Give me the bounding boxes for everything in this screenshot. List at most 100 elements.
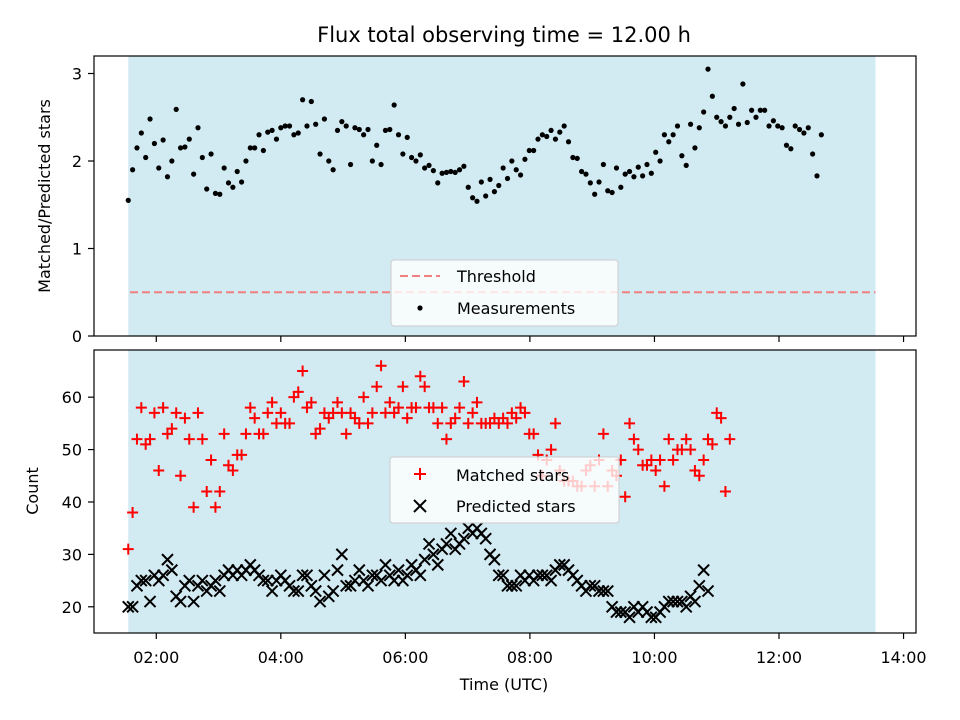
matched-star-marker	[284, 417, 296, 429]
predicted-star-marker	[213, 584, 226, 598]
predicted-star-marker	[296, 569, 309, 582]
predicted-star-marker	[431, 558, 444, 572]
matched-legend-swatch	[414, 468, 426, 480]
measurement-point	[517, 172, 524, 178]
matched-star-marker	[201, 486, 213, 497]
predicted-star-marker	[645, 611, 658, 624]
predicted-star-marker	[196, 574, 209, 587]
measurement-point	[173, 106, 179, 112]
measurement-point	[422, 165, 428, 171]
predicted-star-marker	[326, 584, 340, 598]
measurement-point	[417, 152, 423, 158]
predicted-star-marker	[614, 605, 628, 619]
measurement-point	[382, 127, 389, 133]
predicted-star-marker	[300, 569, 314, 582]
measurement-point	[365, 126, 371, 133]
matched-star-marker	[205, 454, 217, 466]
matched-star-marker	[375, 360, 387, 372]
measurement-point	[718, 119, 724, 125]
measurement-point	[805, 125, 811, 131]
predicted-star-marker	[597, 584, 610, 598]
matched-star-marker	[628, 433, 640, 445]
measurement-point	[762, 107, 768, 113]
measurement-point	[243, 158, 249, 164]
predicted-star-marker	[553, 558, 567, 572]
measurement-point	[683, 162, 689, 168]
x-axis-label: Time (UTC)	[459, 675, 548, 694]
measurement-point	[770, 118, 776, 124]
measurement-point	[535, 136, 541, 142]
measurement-point	[513, 167, 519, 173]
measurement-point	[487, 176, 493, 182]
matched-star-marker	[196, 433, 208, 445]
matched-star-marker	[175, 470, 187, 482]
predicted-star-marker	[257, 574, 270, 587]
measurement-point	[448, 168, 454, 175]
matched-star-marker	[292, 386, 304, 398]
predicted-star-marker	[671, 595, 684, 608]
predicted-star-marker	[353, 563, 366, 577]
predicted-star-marker	[688, 595, 702, 608]
predicted-star-marker	[209, 574, 222, 587]
matched-star-marker	[397, 381, 409, 393]
measurement-point	[134, 145, 140, 151]
matched-star-marker	[331, 396, 343, 408]
measurement-point	[478, 179, 484, 185]
predicted-star-marker	[287, 584, 301, 598]
count-y-tick-label: 20	[62, 598, 82, 617]
predicted-star-marker	[680, 600, 693, 614]
matched-star-marker	[362, 417, 374, 429]
measurement-point	[413, 158, 419, 164]
matched-star-marker	[501, 417, 513, 429]
measurement-point	[779, 125, 785, 131]
ratio-y-tick-label: 1	[72, 240, 82, 259]
predicted-star-marker	[361, 579, 375, 593]
measurement-point	[225, 180, 232, 186]
threshold-legend-label: Threshold	[456, 267, 536, 286]
predicted-star-marker	[339, 579, 353, 593]
matched-star-marker	[297, 365, 309, 377]
predicted-star-marker	[544, 574, 558, 587]
matched-star-marker	[305, 396, 317, 408]
measurement-point	[714, 114, 720, 120]
measurement-point	[395, 132, 402, 138]
measurement-point	[500, 165, 506, 171]
measurement-point	[766, 123, 772, 129]
measurement-point	[561, 123, 567, 129]
matched-star-marker	[135, 402, 147, 414]
matched-star-marker	[188, 501, 200, 513]
measurement-point	[408, 154, 415, 161]
x-tick-label: 04:00	[258, 648, 304, 667]
measurement-point	[788, 146, 794, 152]
predicted-star-marker	[697, 563, 710, 577]
measurement-point	[208, 151, 214, 157]
predicted-star-marker	[126, 600, 139, 614]
predicted-star-marker	[265, 584, 279, 598]
measurement-point	[238, 179, 245, 185]
measurement-point	[212, 190, 219, 196]
predicted-star-marker	[318, 569, 331, 582]
predicted-star-marker	[510, 579, 523, 593]
ratio-y-tick-label: 2	[72, 152, 82, 171]
measurement-point	[156, 165, 162, 171]
matched-star-marker	[262, 407, 274, 419]
measurement-point	[727, 114, 733, 120]
predicted-star-marker	[414, 569, 427, 582]
measurement-point	[622, 171, 628, 177]
matched-star-marker	[401, 412, 413, 424]
matched-star-marker	[454, 402, 466, 414]
matched-star-marker	[275, 407, 287, 419]
matched-star-marker	[680, 433, 692, 445]
measurement-point	[269, 127, 275, 133]
matched-star-marker	[632, 444, 644, 456]
measurement-point	[321, 116, 328, 122]
predicted-star-marker	[135, 574, 148, 587]
predicted-star-marker	[601, 584, 614, 598]
predicted-star-marker	[418, 553, 431, 566]
predicted-star-marker	[536, 569, 549, 582]
matched-star-marker	[144, 433, 156, 445]
measurement-point	[504, 175, 511, 182]
matched-star-marker	[528, 428, 540, 440]
matched-star-marker	[440, 433, 452, 445]
measurement-point	[182, 144, 188, 150]
